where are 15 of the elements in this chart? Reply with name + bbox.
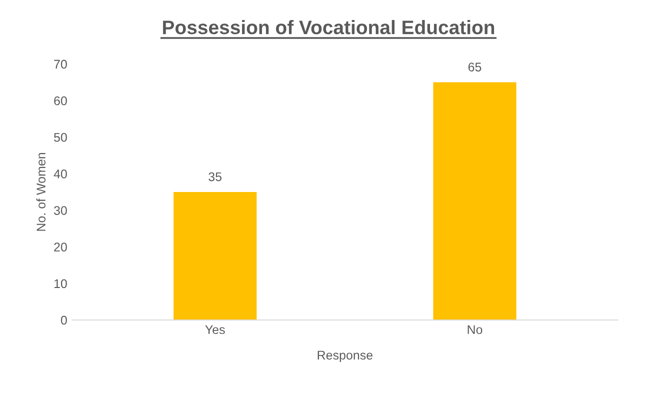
y-axis-title: No. of Women bbox=[36, 152, 46, 231]
chart-title: Possession of Vocational Education bbox=[163, 20, 494, 34]
x-axis-title: Response bbox=[318, 350, 373, 362]
x-tick-label: No bbox=[468, 325, 482, 334]
y-tick-label: 40 bbox=[54, 170, 67, 178]
y-tick-label: 20 bbox=[54, 242, 67, 252]
y-tick-label: 50 bbox=[54, 132, 67, 142]
y-tick-label: 10 bbox=[54, 279, 67, 288]
y-tick-label: 60 bbox=[54, 96, 67, 106]
data-label: 35 bbox=[208, 172, 222, 182]
x-tick-label: Yes bbox=[205, 325, 225, 334]
y-tick-label: 0 bbox=[60, 316, 67, 325]
y-tick-label: 70 bbox=[54, 60, 67, 69]
y-tick-label: 30 bbox=[54, 206, 67, 215]
data-label: 65 bbox=[468, 62, 482, 72]
